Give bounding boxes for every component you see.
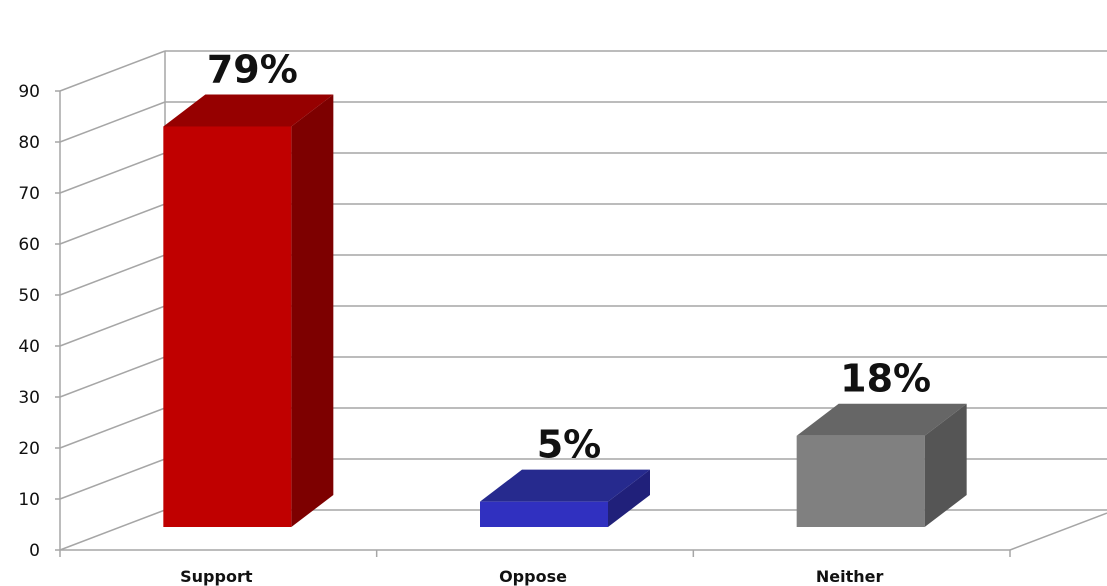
y-tick-label: 50 <box>18 286 40 306</box>
gridline-diagonal <box>59 458 166 500</box>
data-label: 18% <box>840 357 931 401</box>
bar-oppose <box>480 469 650 527</box>
labels: 0 10 20 30 40 50 60 70 80 90 79% Support 5% Oppose 18%… <box>18 47 931 586</box>
y-tick-label: 30 <box>18 388 40 408</box>
y-tick-label: 20 <box>18 439 40 459</box>
x-tick-label: Neither <box>816 567 884 586</box>
bars <box>163 94 967 527</box>
axes <box>55 90 1107 557</box>
gridline-diagonal <box>59 50 166 92</box>
x-tick-label: Oppose <box>499 567 567 586</box>
bar-front <box>163 126 292 527</box>
gridline-diagonal <box>59 254 166 296</box>
y-tick-label: 40 <box>18 337 40 357</box>
gridline-diagonal <box>59 203 166 245</box>
floor-right-edge <box>1009 512 1107 551</box>
bar-front <box>796 435 925 527</box>
bar-side <box>924 403 967 527</box>
y-tick-label: 80 <box>18 133 40 153</box>
bar-side <box>608 469 650 527</box>
gridline-diagonal <box>59 356 166 398</box>
bar-top <box>480 469 650 502</box>
bar-neither <box>796 403 967 527</box>
gridline-diagonal <box>59 152 166 194</box>
y-tick-label: 90 <box>18 82 40 102</box>
y-tick-label: 70 <box>18 184 40 204</box>
gridline-diagonal <box>59 305 166 347</box>
data-label: 79% <box>207 47 298 91</box>
y-tick-label: 10 <box>18 490 40 510</box>
gridline-diagonal <box>59 101 166 143</box>
y-tick-label: 60 <box>18 235 40 255</box>
gridline-diagonal <box>59 509 166 551</box>
x-tick-label: Support <box>180 567 253 586</box>
y-tick-label: 0 <box>29 541 40 561</box>
data-label: 5% <box>537 423 602 467</box>
bar-side <box>291 94 334 527</box>
bar-front <box>480 501 608 527</box>
gridline-diagonal <box>59 407 166 449</box>
bar-top <box>163 94 334 127</box>
bar-support <box>163 94 334 527</box>
bar-top <box>796 403 967 436</box>
